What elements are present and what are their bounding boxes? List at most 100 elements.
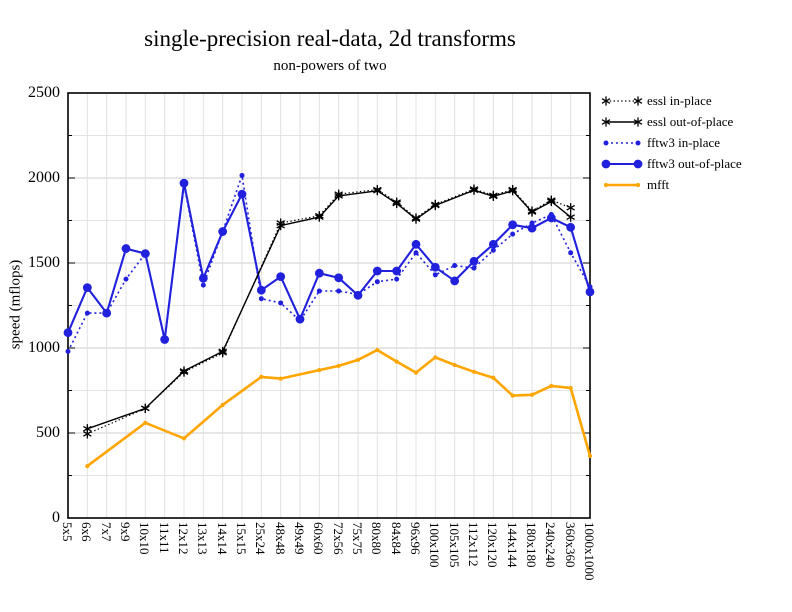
marker-dot-large bbox=[566, 222, 576, 232]
y-tick-label: 0 bbox=[52, 509, 60, 526]
y-tick-label: 2500 bbox=[28, 84, 60, 101]
marker-dot-tiny bbox=[278, 376, 283, 381]
marker-dot-large bbox=[585, 287, 595, 297]
marker-dot-tiny bbox=[413, 370, 419, 375]
x-tick-label: 75x75 bbox=[350, 522, 365, 555]
chart-title: single-precision real-data, 2d transform… bbox=[144, 26, 516, 51]
y-tick-label: 500 bbox=[36, 424, 60, 441]
x-tick-label: 14x14 bbox=[214, 522, 230, 555]
marker-dot-large bbox=[546, 213, 556, 223]
marker-dot-small bbox=[258, 296, 264, 302]
marker-dot-large bbox=[372, 266, 382, 276]
marker-asterisk bbox=[527, 209, 537, 215]
marker-dot-small bbox=[394, 276, 400, 282]
y-tick-label: 2000 bbox=[28, 169, 60, 186]
marker-dot-large bbox=[601, 159, 611, 169]
marker-dot-large bbox=[198, 273, 208, 283]
marker-dot-large bbox=[82, 283, 92, 293]
marker-asterisk bbox=[218, 348, 227, 355]
marker-asterisk bbox=[431, 202, 440, 209]
marker-dot-tiny bbox=[433, 355, 438, 360]
marker-dot-tiny bbox=[587, 453, 593, 459]
marker-asterisk bbox=[83, 430, 92, 437]
marker-dot-tiny bbox=[635, 182, 641, 188]
x-tick-label: 6x6 bbox=[79, 522, 95, 542]
y-tick-label: 1000 bbox=[28, 339, 60, 356]
x-tick-label: 12x12 bbox=[176, 522, 191, 555]
marker-dot-small bbox=[603, 140, 609, 146]
marker-dot-small bbox=[635, 140, 641, 146]
marker-dot-large bbox=[353, 290, 363, 300]
marker-dot-tiny bbox=[355, 357, 361, 362]
x-tick-label: 120x120 bbox=[485, 522, 501, 568]
marker-dot-small bbox=[413, 250, 419, 256]
marker-asterisk bbox=[315, 214, 324, 220]
marker-dot-large bbox=[63, 328, 73, 338]
marker-dot-tiny bbox=[143, 420, 148, 425]
x-tick-label: 49x49 bbox=[292, 522, 307, 555]
marker-dot-large bbox=[508, 220, 518, 230]
marker-asterisk bbox=[601, 119, 611, 125]
marker-asterisk bbox=[469, 187, 479, 194]
x-tick-label: 11x11 bbox=[156, 522, 172, 554]
marker-dot-large bbox=[218, 227, 228, 236]
marker-dot-tiny bbox=[568, 385, 573, 391]
marker-dot-large bbox=[121, 244, 131, 253]
marker-dot-tiny bbox=[181, 436, 187, 441]
marker-dot-large bbox=[488, 239, 498, 249]
marker-dot-large bbox=[334, 273, 344, 283]
marker-asterisk bbox=[566, 204, 575, 211]
marker-dot-large bbox=[469, 256, 479, 266]
marker-dot-large bbox=[256, 285, 266, 295]
marker-dot-tiny bbox=[529, 392, 535, 397]
marker-dot-small bbox=[200, 282, 206, 288]
x-tick-label: 112x112 bbox=[466, 522, 481, 567]
legend-label: mfft bbox=[647, 177, 670, 192]
marker-dot-small bbox=[65, 348, 71, 354]
x-tick-label: 5x5 bbox=[60, 522, 75, 542]
marker-dot-small bbox=[123, 276, 129, 282]
marker-dot-large bbox=[430, 262, 440, 272]
x-tick-label: 360x360 bbox=[562, 522, 578, 568]
marker-asterisk bbox=[633, 98, 643, 104]
marker-asterisk bbox=[83, 425, 92, 432]
legend-label: essl in-place bbox=[647, 93, 712, 108]
series-line-fftw3-out-of-place bbox=[67, 182, 592, 340]
x-tick-label: 48x48 bbox=[272, 522, 288, 555]
marker-asterisk bbox=[141, 405, 150, 412]
marker-asterisk bbox=[334, 192, 343, 199]
x-tick-label: 60x60 bbox=[311, 522, 327, 555]
x-tick-label: 25x24 bbox=[253, 522, 269, 555]
x-tick-label: 240x240 bbox=[543, 522, 559, 568]
marker-dot-small bbox=[278, 300, 284, 306]
marker-dot-small bbox=[239, 172, 245, 178]
marker-dot-small bbox=[432, 272, 438, 278]
marker-asterisk bbox=[392, 200, 401, 207]
x-tick-label: 180x180 bbox=[524, 522, 539, 568]
marker-asterisk bbox=[411, 216, 421, 223]
marker-dot-large bbox=[450, 276, 460, 286]
x-tick-label: 9x9 bbox=[118, 522, 133, 542]
marker-dot-small bbox=[316, 288, 322, 294]
marker-dot-large bbox=[276, 272, 286, 281]
legend-label: fftw3 out-of-place bbox=[647, 156, 742, 171]
series-line-essl-in-place bbox=[87, 188, 571, 435]
marker-dot-tiny bbox=[510, 393, 515, 398]
marker-asterisk bbox=[508, 187, 517, 194]
x-tick-label: 96x96 bbox=[408, 522, 423, 555]
marker-asterisk bbox=[601, 98, 611, 104]
marker-dot-small bbox=[568, 250, 574, 256]
marker-asterisk bbox=[276, 222, 285, 229]
marker-dot-small bbox=[471, 265, 477, 271]
marker-dot-small bbox=[490, 247, 496, 253]
x-tick-label: 84x84 bbox=[388, 522, 404, 555]
marker-dot-large bbox=[237, 189, 247, 199]
marker-dot-small bbox=[336, 288, 342, 294]
marker-dot-tiny bbox=[336, 363, 341, 368]
marker-dot-tiny bbox=[452, 362, 457, 368]
marker-dot-tiny bbox=[375, 347, 380, 353]
marker-dot-tiny bbox=[471, 369, 477, 374]
x-tick-label: 144x144 bbox=[504, 522, 520, 568]
marker-dot-tiny bbox=[603, 182, 609, 188]
